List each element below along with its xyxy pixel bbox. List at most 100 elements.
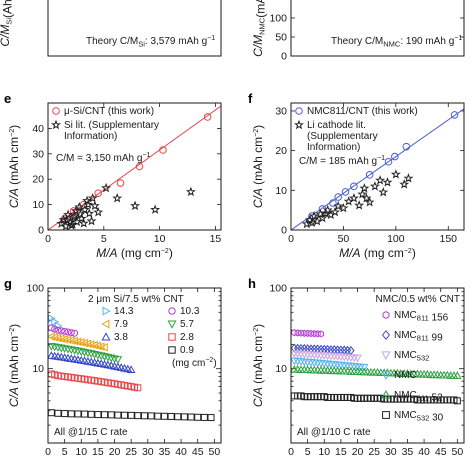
data-point [311, 330, 318, 338]
data-point [67, 219, 78, 229]
y-axis-label-main: C/A [7, 188, 21, 208]
x-tick-label: 0 [45, 233, 51, 245]
x-tick-label: 15 [210, 233, 222, 245]
y-tick-label: 10 [275, 185, 287, 197]
legend-label: 14.3 [114, 306, 134, 317]
series-group [56, 113, 212, 230]
legend-marker [168, 333, 176, 341]
data-point [63, 209, 74, 219]
series-2 [48, 332, 108, 352]
series-2 [291, 350, 362, 363]
data-point [48, 409, 55, 417]
data-point [294, 329, 301, 337]
data-point [61, 327, 69, 335]
legend-label: 0.9 [180, 345, 194, 356]
data-point [450, 111, 459, 119]
legend-marker [382, 411, 390, 419]
legend-label-name: NMC [394, 330, 417, 341]
legend-label-line3: Information) [307, 142, 360, 153]
data-point [61, 215, 72, 225]
data-point [83, 199, 94, 209]
theory-annotation: Theory C/MNMC: 190 mAh g−1 [331, 35, 462, 49]
theory-annotation-sub: NMC [383, 40, 401, 49]
legend-unit-text: (mg cm [172, 358, 205, 369]
x-tick-label: 35 [159, 446, 171, 458]
y-axis-label-close: ) [251, 125, 265, 129]
y-axis-label-sup: −2 [9, 129, 16, 137]
legend-label-name: NMC [394, 410, 417, 421]
x-tick-label: 0 [288, 233, 294, 245]
x-tick-label: 35 [402, 446, 414, 458]
x-tick-label: 0 [45, 446, 51, 458]
y-tick-label: 100 [26, 283, 44, 295]
y-tick-label: 10 [275, 363, 287, 375]
legend-label: NMC [394, 370, 417, 381]
data-point [67, 329, 75, 337]
data-point [343, 196, 354, 206]
fit-label-text: C/M = 185 mAh g [299, 156, 377, 167]
data-point [84, 208, 95, 218]
plot-frame [47, 102, 222, 231]
y-axis-label-close: ) [7, 324, 21, 328]
data-point [79, 204, 90, 214]
data-point [80, 338, 88, 348]
theory-annotation-prefix: Theory C/M [331, 36, 383, 47]
theory-annotation-sub: Si [138, 40, 145, 49]
legend-marker [167, 320, 177, 329]
legend-label-value: 52 [429, 393, 443, 404]
panel-letter: f [248, 91, 253, 106]
data-point [453, 371, 462, 379]
data-point [64, 328, 72, 336]
legend-marker [294, 119, 304, 130]
y-axis-label-main: C/M [251, 35, 265, 57]
data-point [403, 173, 414, 183]
data-point [350, 182, 358, 191]
legend-label: 2.8 [180, 332, 194, 343]
x-tick-label: 150 [440, 233, 458, 245]
data-point [73, 337, 82, 347]
data-point [329, 199, 337, 207]
legend-marker [51, 119, 61, 130]
legend-label-name: NMC [394, 310, 417, 321]
x-tick-label: 50 [338, 233, 350, 245]
fit-line [291, 108, 464, 230]
data-point [338, 202, 349, 213]
data-point [56, 218, 67, 228]
legend-marker [381, 351, 391, 360]
legend-label-name: NMC [394, 370, 417, 381]
series-group [291, 329, 462, 405]
y-tick-label: 10 [32, 363, 44, 375]
series-1 [48, 324, 79, 337]
y-axis-label-main: C/A [251, 188, 265, 208]
y-tick-label: 20 [275, 145, 287, 157]
x-axis-label: M/A (mg cm−2) [96, 246, 173, 260]
x-axis-label-unit: (mg cm [118, 246, 161, 260]
fit-line-group [291, 108, 464, 230]
data-point [317, 212, 328, 223]
data-point [357, 189, 368, 199]
y-axis-label-unit: (mAh cm [251, 336, 265, 387]
data-point [399, 179, 410, 189]
data-point [354, 200, 365, 210]
data-point [60, 334, 68, 344]
data-point [140, 412, 148, 420]
legend-label-value: 99 [429, 333, 443, 344]
data-point [134, 412, 142, 420]
data-point [159, 146, 167, 154]
data-point [54, 326, 62, 334]
y-tick-label: 30 [275, 105, 287, 117]
y-tick-label: 0 [281, 51, 287, 63]
data-point [200, 413, 208, 421]
data-point [365, 171, 374, 179]
y-tick-label: 50 [275, 32, 287, 44]
x-axis-label-close: ) [412, 246, 416, 260]
data-point [93, 341, 102, 351]
x-tick-label: 50 [209, 446, 221, 458]
data-point [63, 335, 72, 345]
data-point [147, 412, 155, 420]
data-point [304, 329, 311, 337]
panel-c: Theory C/MSi: 3,579 mAh g−1C/MSi(Ah g [0, 0, 222, 57]
series-3 [48, 342, 123, 364]
